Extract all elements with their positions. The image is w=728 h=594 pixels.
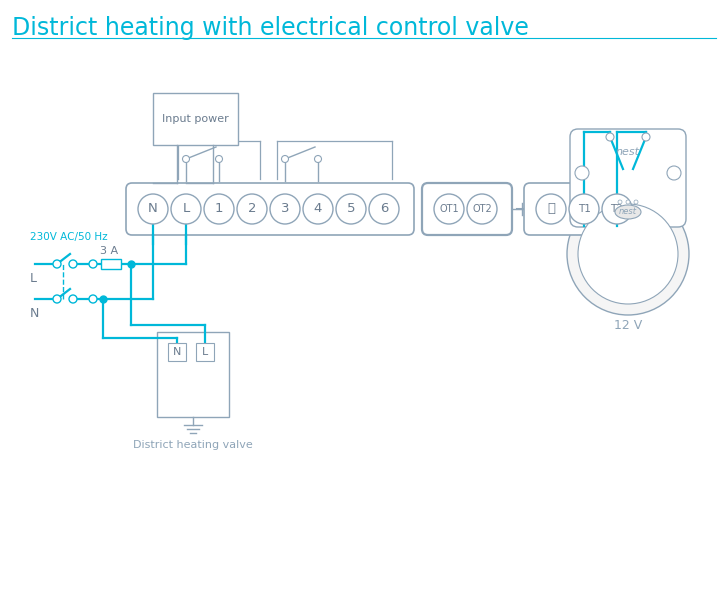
Text: nest: nest — [616, 147, 640, 157]
Circle shape — [606, 133, 614, 141]
Text: N: N — [173, 347, 181, 357]
Text: N: N — [148, 203, 158, 216]
FancyBboxPatch shape — [126, 183, 414, 235]
Text: 3: 3 — [281, 203, 289, 216]
FancyBboxPatch shape — [196, 343, 214, 361]
Text: L: L — [202, 347, 208, 357]
Circle shape — [237, 194, 267, 224]
Circle shape — [667, 166, 681, 180]
Circle shape — [578, 204, 678, 304]
Circle shape — [215, 156, 223, 163]
Circle shape — [89, 295, 97, 303]
Text: District heating with electrical control valve: District heating with electrical control… — [12, 16, 529, 40]
Text: L: L — [183, 203, 189, 216]
Circle shape — [467, 194, 497, 224]
Circle shape — [569, 194, 599, 224]
Text: N: N — [30, 307, 39, 320]
Circle shape — [575, 166, 589, 180]
Circle shape — [270, 194, 300, 224]
Text: nest: nest — [619, 207, 637, 216]
Circle shape — [634, 200, 638, 204]
Text: T2: T2 — [611, 204, 623, 214]
Circle shape — [642, 133, 650, 141]
FancyBboxPatch shape — [157, 331, 229, 416]
Text: ⏚: ⏚ — [547, 203, 555, 216]
Circle shape — [69, 260, 77, 268]
Text: 3 A: 3 A — [100, 246, 118, 256]
Circle shape — [369, 194, 399, 224]
Text: L: L — [30, 272, 37, 285]
Text: District heating valve: District heating valve — [133, 440, 253, 450]
Text: OT2: OT2 — [472, 204, 492, 214]
Circle shape — [53, 260, 61, 268]
Text: OT1: OT1 — [439, 204, 459, 214]
Circle shape — [183, 156, 189, 163]
FancyBboxPatch shape — [570, 129, 686, 227]
Ellipse shape — [615, 205, 641, 219]
FancyBboxPatch shape — [524, 183, 647, 235]
Circle shape — [536, 194, 566, 224]
Circle shape — [171, 194, 201, 224]
Text: Input power: Input power — [162, 114, 229, 124]
Text: 6: 6 — [380, 203, 388, 216]
Text: T1: T1 — [577, 204, 590, 214]
Text: 230V AC/50 Hz: 230V AC/50 Hz — [30, 232, 108, 242]
Circle shape — [89, 260, 97, 268]
Text: 2: 2 — [248, 203, 256, 216]
Circle shape — [567, 193, 689, 315]
FancyBboxPatch shape — [152, 93, 237, 145]
FancyBboxPatch shape — [422, 183, 512, 235]
Circle shape — [602, 194, 632, 224]
Circle shape — [53, 295, 61, 303]
Circle shape — [618, 200, 622, 204]
Text: 5: 5 — [347, 203, 355, 216]
Circle shape — [138, 194, 168, 224]
Circle shape — [336, 194, 366, 224]
FancyBboxPatch shape — [101, 259, 121, 269]
Circle shape — [626, 200, 630, 204]
FancyBboxPatch shape — [168, 343, 186, 361]
Circle shape — [314, 156, 322, 163]
Circle shape — [434, 194, 464, 224]
Circle shape — [303, 194, 333, 224]
Text: 12 V: 12 V — [614, 319, 642, 332]
Text: 4: 4 — [314, 203, 323, 216]
Circle shape — [282, 156, 288, 163]
Circle shape — [204, 194, 234, 224]
Text: 1: 1 — [215, 203, 223, 216]
Circle shape — [69, 295, 77, 303]
